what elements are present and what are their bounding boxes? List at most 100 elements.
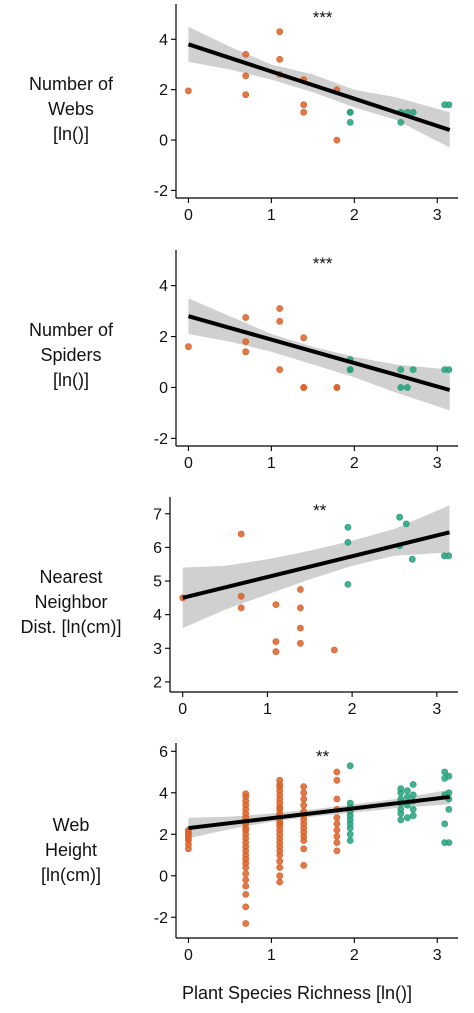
panel-4-ylabel: Web Height [ln(cm)] [0,813,142,888]
data-point-green [344,539,352,546]
data-point-orange [272,601,280,608]
data-point-orange [300,384,308,391]
data-point-orange [237,530,245,538]
panel-1-ylabel-line-2: Webs [48,99,94,119]
data-point-orange [272,648,280,656]
data-point-orange [296,624,304,632]
x-tick-label: 3 [433,207,442,224]
panel-3: 2 3 4 5 6 7 0 1 2 3 ** [153,497,458,718]
data-point-green [445,101,453,109]
y-tick-label: -2 [154,431,168,448]
data-point-orange [242,876,250,884]
data-point-orange [300,845,308,853]
y-tick-label: 6 [153,540,162,557]
panel-2-ylabel-line-1: Number of [28,320,114,340]
data-point-orange [300,862,308,869]
data-point-green [408,555,416,563]
data-point-orange [276,305,284,312]
significance-label: *** [313,254,333,273]
regression-line [188,794,450,831]
data-point-orange [333,847,341,855]
data-point-orange [333,384,341,391]
y-tick-label: 4 [159,785,168,802]
data-point-orange [333,833,341,840]
regression-line [187,314,451,392]
significance-label: ** [313,501,327,520]
data-point-orange [300,334,308,342]
data-point-orange [242,72,250,80]
x-tick-label: 0 [178,701,187,718]
panel-3-ylabel-line-2: Neighbor [34,592,108,612]
data-point-green [445,366,453,373]
data-point-green [409,366,417,373]
data-point-orange [276,28,284,36]
data-point-orange [242,338,250,345]
panel-4-ylabel-line-3: [ln(cm)] [41,865,101,885]
data-point-green [346,108,354,116]
data-point-orange [276,56,284,63]
data-point-green [346,762,354,770]
data-point-orange [242,348,250,356]
data-point-orange [333,795,341,803]
panel-3-ylabel-line-1: Nearest [39,567,103,587]
data-point-green [344,523,352,531]
x-tick-label: 0 [184,207,193,224]
y-tick-label: 0 [159,380,168,397]
x-tick-label: 2 [350,455,359,472]
data-point-orange [333,814,341,822]
data-point-green [346,837,354,844]
data-point-green [403,793,411,801]
significance-label: *** [313,8,333,27]
data-point-green [396,513,403,521]
data-point-orange [333,820,341,828]
x-tick-label: 2 [350,947,359,964]
x-axis-title: Plant Species Richness [ln()] [181,983,413,1003]
data-point-orange [276,872,284,880]
y-tick-label: 3 [153,641,162,658]
data-point-orange [237,592,245,600]
data-point-orange [276,864,284,871]
panel-2: -2 0 2 4 0 1 2 3 *** [154,250,458,472]
data-point-orange [242,882,250,890]
data-point-green [409,812,417,819]
data-point-orange [272,638,280,645]
data-point-green [403,814,411,822]
data-point-green [402,520,410,528]
regression-line [187,42,451,132]
data-point-green [409,791,417,799]
x-tick-label: 0 [184,947,193,964]
panel-1-ylabel: Number of Webs [ln()] [0,72,142,147]
y-tick-label: 7 [153,506,162,523]
data-point-green [397,810,405,817]
data-point-green [397,789,405,797]
data-point-orange [237,604,245,612]
data-point-orange [276,878,284,886]
y-tick-label: 2 [159,827,168,844]
x-tick-label: 1 [267,207,276,224]
data-point-orange [296,639,304,647]
y-tick-label: 0 [159,133,168,150]
data-point-orange [330,646,338,654]
x-tick-label: 3 [433,947,442,964]
panel-1-ylabel-line-1: Number of [28,74,114,94]
x-tick-label: 3 [433,455,442,472]
data-point-orange [300,789,308,797]
data-point-orange [242,864,250,871]
y-tick-label: -2 [154,183,168,200]
x-tick-label: 2 [348,701,357,718]
data-point-orange [242,903,250,911]
data-point-green [344,581,352,588]
x-tick-label: 1 [267,455,276,472]
data-point-orange [300,783,308,790]
y-tick-label: 4 [159,278,168,295]
x-tick-label: 1 [267,947,276,964]
data-point-green [445,839,453,846]
data-point-orange [333,768,341,776]
panel-4-ylabel-line-1: Web [52,815,90,835]
y-tick-label: 2 [159,82,168,99]
data-point-green [397,384,405,391]
y-tick-label: 4 [153,607,162,624]
data-point-green [445,789,453,797]
x-tick-label: 1 [263,701,272,718]
